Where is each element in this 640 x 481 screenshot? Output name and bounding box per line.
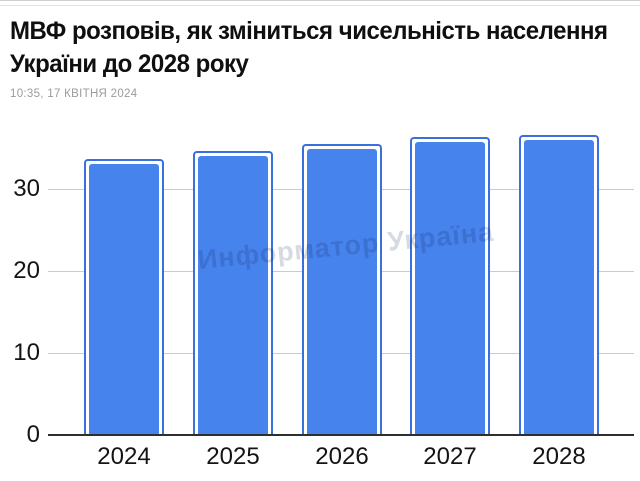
x-axis-line xyxy=(48,434,634,436)
bar-2024 xyxy=(84,159,164,435)
x-axis-tick-label-2027: 2027 xyxy=(423,443,477,470)
bar-2027 xyxy=(410,137,490,435)
y-axis-tick-label: 0 xyxy=(26,421,40,448)
bar-fill-2028 xyxy=(524,140,594,435)
bar-fill-2027 xyxy=(415,142,485,435)
x-axis-tick-label-2025: 2025 xyxy=(206,443,260,470)
x-axis-tick-label-2024: 2024 xyxy=(97,443,151,470)
top-divider xyxy=(0,5,640,6)
bar-fill-2024 xyxy=(89,164,159,435)
y-axis-tick-label: 10 xyxy=(13,339,40,366)
y-axis-tick-label: 20 xyxy=(13,257,40,284)
article-title: МВФ розповів, як зміниться чисельність н… xyxy=(10,15,608,81)
bar-fill-2026 xyxy=(307,149,377,435)
bar-fill-2025 xyxy=(198,156,268,435)
article-title-line1: МВФ розповів, як зміниться чисельність н… xyxy=(10,17,608,45)
article-timestamp: 10:35, 17 КВІТНЯ 2024 xyxy=(10,88,138,100)
bar-2028 xyxy=(519,135,599,435)
bar-2026 xyxy=(302,144,382,435)
x-axis-tick-label-2026: 2026 xyxy=(315,443,369,470)
article-title-line2: України до 2028 року xyxy=(10,50,249,78)
bar-2025 xyxy=(193,151,273,435)
x-axis-tick-label-2028: 2028 xyxy=(532,443,586,470)
y-axis-tick-label: 30 xyxy=(13,175,40,202)
